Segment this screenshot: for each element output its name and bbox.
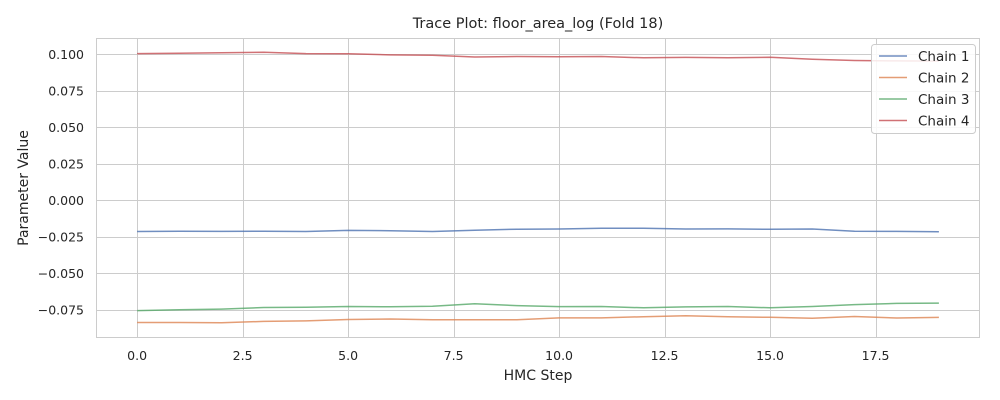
x-tick-label: 10.0	[545, 348, 573, 363]
legend-label-chain-1: Chain 1	[918, 49, 969, 65]
grid-lines	[97, 39, 979, 337]
legend-label-chain-3: Chain 3	[918, 92, 969, 108]
x-tick-label: 12.5	[651, 348, 679, 363]
y-tick-label: −0.050	[38, 266, 84, 281]
legend-label-chain-2: Chain 2	[918, 71, 969, 87]
y-tick-label: 0.000	[48, 193, 84, 208]
y-tick-label: 0.100	[48, 47, 84, 62]
legend: Chain 1 Chain 2 Chain 3 Chain 4	[871, 44, 976, 134]
x-tick-label: 15.0	[756, 348, 784, 363]
legend-box	[871, 44, 976, 134]
y-tick-label: −0.025	[38, 229, 84, 244]
series-lines	[137, 51, 939, 324]
x-tick-label: 2.5	[233, 348, 253, 363]
series-line-chain-2	[137, 314, 939, 324]
plot-frame	[96, 38, 980, 338]
chart-title: Trace Plot: floor_area_log (Fold 18)	[412, 16, 664, 32]
series-line-chain-3	[137, 302, 939, 312]
y-tick-label: −0.075	[38, 302, 84, 317]
x-tick-label: 7.5	[444, 348, 464, 363]
x-axis-label: HMC Step	[504, 368, 573, 384]
y-tick-label: 0.050	[48, 120, 84, 135]
legend-label-chain-4: Chain 4	[918, 114, 969, 130]
x-tick-label: 0.0	[127, 348, 147, 363]
x-tick-label: 5.0	[338, 348, 358, 363]
series-line-chain-1	[137, 227, 939, 233]
series-line-chain-4	[137, 51, 939, 62]
tick-labels: 0.0 2.5 5.0 7.5 10.0 12.5 15.0 17.5 0.100 0.075 0.…	[38, 47, 890, 363]
y-tick-label: 0.075	[48, 83, 84, 98]
y-axis-label: Parameter Value	[16, 130, 32, 246]
y-tick-label: 0.025	[48, 156, 84, 171]
x-tick-label: 17.5	[862, 348, 890, 363]
